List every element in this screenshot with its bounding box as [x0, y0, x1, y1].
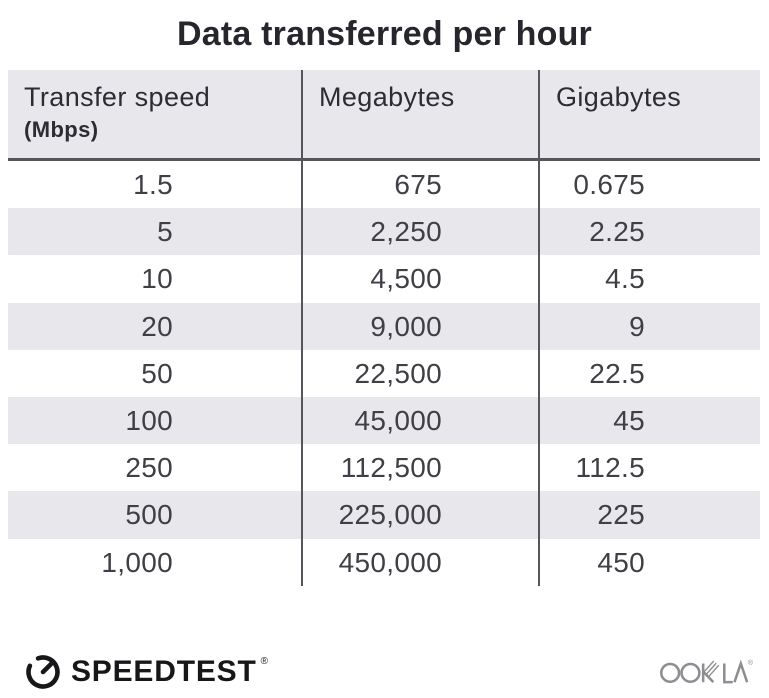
- speedtest-wordmark: SPEEDTEST: [71, 655, 257, 688]
- cell-megabytes: 4,500: [303, 255, 540, 303]
- cell-transfer-speed: 100: [8, 396, 303, 445]
- speedtest-gauge-icon: [26, 655, 60, 689]
- page-title: Data transferred per hour: [177, 15, 592, 53]
- column-header-label: Gigabytes: [556, 82, 682, 112]
- table-row: 1.5 675 0.675: [8, 161, 760, 209]
- cell-megabytes: 22,500: [303, 349, 540, 397]
- cell-gigabytes: 45: [613, 404, 645, 436]
- table-row: 20 9,000 9: [8, 302, 760, 350]
- data-table: Transfer speed (Mbps) Megabytes Gigabyte…: [8, 70, 760, 586]
- column-header-gigabytes: Gigabytes: [540, 70, 760, 158]
- cell-gigabytes: 9: [629, 310, 645, 342]
- cell-transfer-speed: 20: [8, 302, 303, 350]
- footer: SPEEDTEST ® ®: [0, 650, 769, 694]
- cell-transfer-speed: 50: [8, 349, 303, 397]
- cell-transfer-speed: 1.5: [8, 161, 303, 209]
- column-header-transfer-speed: Transfer speed (Mbps): [8, 70, 303, 158]
- cell-megabytes: 2,250: [303, 208, 540, 256]
- cell-megabytes: 45,000: [303, 396, 540, 445]
- cell-gigabytes: 2.25: [589, 216, 645, 248]
- registered-trademark-icon: ®: [747, 660, 753, 667]
- table-header: Transfer speed (Mbps) Megabytes Gigabyte…: [8, 70, 760, 161]
- column-header-megabytes: Megabytes: [303, 70, 540, 158]
- cell-megabytes: 9,000: [303, 302, 540, 350]
- cell-transfer-speed: 5: [8, 208, 303, 256]
- table-row: 100 45,000 45: [8, 396, 760, 445]
- cell-gigabytes: 225: [597, 499, 645, 531]
- table-row: 50 22,500 22.5: [8, 349, 760, 397]
- cell-gigabytes: 4.5: [605, 263, 645, 295]
- cell-megabytes: 450,000: [303, 538, 540, 586]
- table-body: 1.5 675 0.675 5 2,250 2.25 10 4,500 4.5 20 9,000 9 5…: [8, 161, 760, 586]
- table-row: 250 112,500 112.5: [8, 444, 760, 492]
- column-header-sublabel: (Mbps): [24, 117, 99, 142]
- ookla-logo: ®: [659, 659, 753, 685]
- cell-transfer-speed: 1,000: [8, 538, 303, 586]
- cell-transfer-speed: 10: [8, 255, 303, 303]
- cell-megabytes: 675: [303, 161, 540, 209]
- cell-transfer-speed: 250: [8, 444, 303, 492]
- cell-gigabytes: 112.5: [575, 452, 645, 484]
- column-header-label: Megabytes: [319, 82, 455, 112]
- cell-megabytes: 225,000: [303, 491, 540, 539]
- cell-gigabytes: 22.5: [589, 357, 645, 389]
- cell-gigabytes: 0.675: [573, 169, 645, 200]
- table-row: 1,000 450,000 450: [8, 538, 760, 586]
- cell-gigabytes: 450: [597, 546, 645, 578]
- ookla-wordmark-icon: [659, 659, 748, 684]
- table-row: 500 225,000 225: [8, 491, 760, 539]
- speedtest-logo: SPEEDTEST ®: [24, 653, 268, 691]
- cell-transfer-speed: 500: [8, 491, 303, 539]
- column-header-label: Transfer speed: [24, 82, 211, 112]
- registered-trademark-icon: ®: [260, 656, 268, 667]
- table-row: 5 2,250 2.25: [8, 208, 760, 256]
- table-row: 10 4,500 4.5: [8, 255, 760, 303]
- cell-megabytes: 112,500: [303, 444, 540, 492]
